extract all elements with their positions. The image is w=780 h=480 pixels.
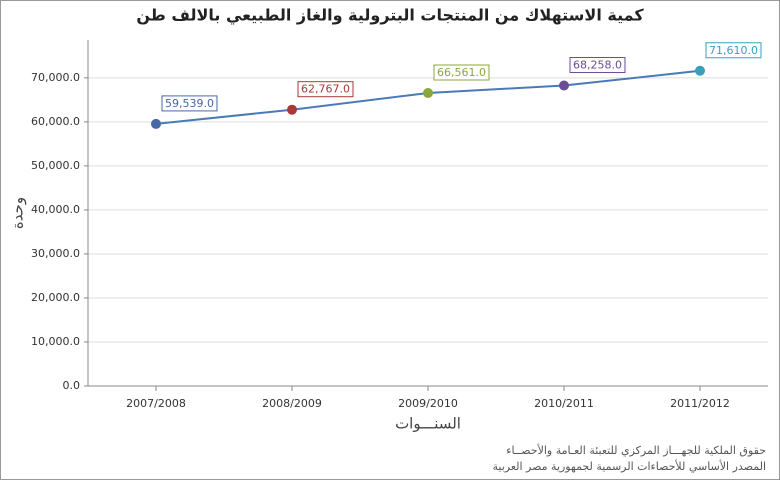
y-tick-label: 40,000.0 xyxy=(31,203,80,216)
x-tick-label: 2008/2009 xyxy=(262,397,322,410)
y-tick-label: 60,000.0 xyxy=(31,115,80,128)
y-axis-label: وحدة xyxy=(9,197,27,229)
y-tick-label: 20,000.0 xyxy=(31,291,80,304)
source-note: المصدر الأساسي للأحصاءات الرسمية لجمهوري… xyxy=(492,459,766,473)
y-tick-label: 70,000.0 xyxy=(31,71,80,84)
value-label-box xyxy=(297,81,354,98)
x-tick-label: 2007/2008 xyxy=(126,397,186,410)
point xyxy=(695,65,705,76)
source-note: حقوق الملكية للجهـــاز المركزي للتعبئة ا… xyxy=(506,443,766,457)
value-label-box xyxy=(705,42,762,59)
value-label: 68,258.0 xyxy=(573,59,622,72)
point xyxy=(151,118,161,129)
value-label: 59,539.0 xyxy=(165,97,214,110)
point xyxy=(423,87,433,98)
value-label: 62,767.0 xyxy=(301,83,350,96)
x-tick-label: 2009/2010 xyxy=(398,397,458,410)
point xyxy=(287,104,297,115)
value-label: 71,610.0 xyxy=(709,44,758,57)
y-tick-label: 50,000.0 xyxy=(31,159,80,172)
y-tick-label: 30,000.0 xyxy=(31,247,80,260)
point xyxy=(559,80,569,91)
chart-title: كمية الاستهلاك من المنتجات البترولية وال… xyxy=(136,6,644,26)
value-label: 66,561.0 xyxy=(437,66,486,79)
y-tick-label: 10,000.0 xyxy=(31,335,80,348)
x-tick-label: 2011/2012 xyxy=(670,397,730,410)
value-label-box xyxy=(433,64,490,81)
x-axis-label: السنـــوات xyxy=(395,415,461,433)
x-tick-label: 2010/2011 xyxy=(534,397,594,410)
y-tick-label: 0.0 xyxy=(63,379,81,392)
value-label-box xyxy=(569,57,626,74)
value-label-box xyxy=(161,95,218,112)
